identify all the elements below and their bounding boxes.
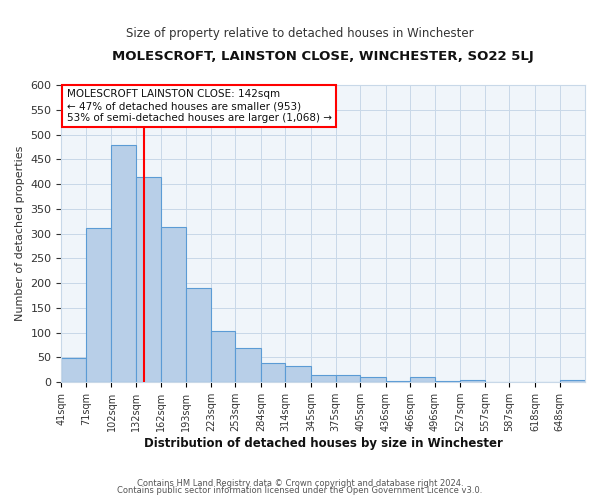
Bar: [112, 145, 136, 382]
Y-axis label: Number of detached properties: Number of detached properties: [15, 146, 25, 322]
Bar: [311, 376, 335, 382]
Bar: [460, 380, 485, 382]
Bar: [136, 176, 161, 382]
Title: MOLESCROFT, LAINSTON CLOSE, WINCHESTER, SO22 5LJ: MOLESCROFT, LAINSTON CLOSE, WINCHESTER, …: [112, 50, 534, 63]
Bar: [360, 378, 386, 382]
Bar: [261, 364, 286, 382]
Bar: [86, 228, 112, 382]
Text: MOLESCROFT LAINSTON CLOSE: 142sqm
← 47% of detached houses are smaller (953)
53%: MOLESCROFT LAINSTON CLOSE: 142sqm ← 47% …: [67, 90, 332, 122]
Text: Size of property relative to detached houses in Winchester: Size of property relative to detached ho…: [126, 28, 474, 40]
X-axis label: Distribution of detached houses by size in Winchester: Distribution of detached houses by size …: [144, 437, 503, 450]
Text: Contains HM Land Registry data © Crown copyright and database right 2024.: Contains HM Land Registry data © Crown c…: [137, 478, 463, 488]
Bar: [435, 381, 460, 382]
Bar: [161, 226, 186, 382]
Bar: [235, 348, 261, 382]
Bar: [211, 330, 235, 382]
Bar: [335, 375, 360, 382]
Bar: [410, 378, 435, 382]
Bar: [386, 381, 410, 382]
Bar: [61, 358, 86, 382]
Text: Contains public sector information licensed under the Open Government Licence v3: Contains public sector information licen…: [118, 486, 482, 495]
Bar: [186, 288, 211, 382]
Bar: [560, 380, 585, 382]
Bar: [286, 366, 311, 382]
